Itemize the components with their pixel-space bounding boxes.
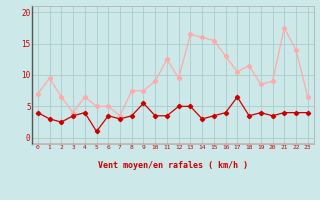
X-axis label: Vent moyen/en rafales ( km/h ): Vent moyen/en rafales ( km/h ) bbox=[98, 161, 248, 170]
